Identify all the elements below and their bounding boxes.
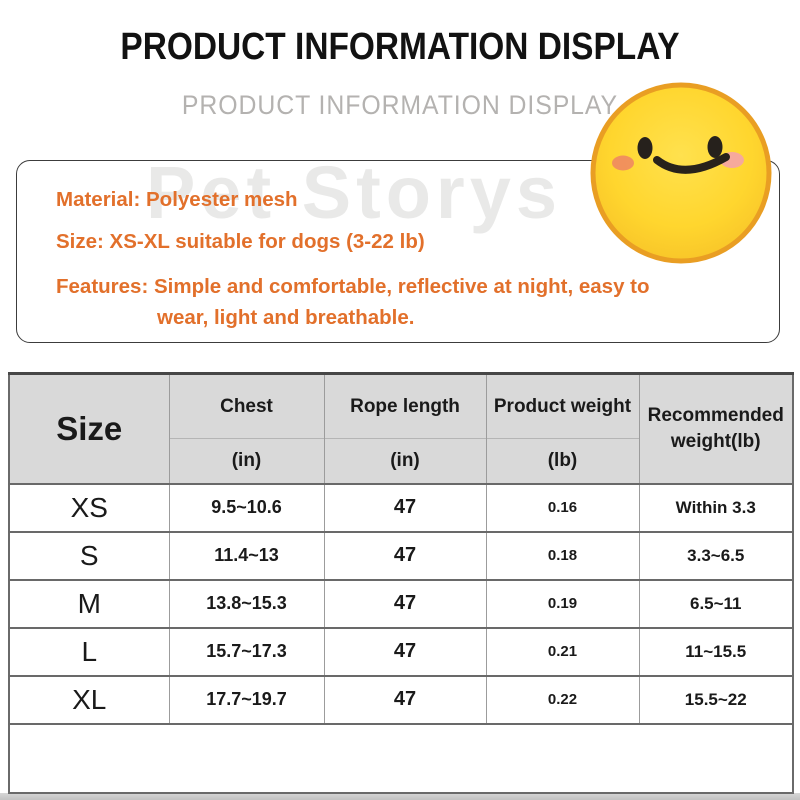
size-cell: XL <box>8 674 170 724</box>
col-header-product-weight: Product weight <box>485 373 640 439</box>
chest-cell: 13.8~15.3 <box>168 578 325 628</box>
col-header-rope-length: Rope length <box>323 373 487 439</box>
size-chart-table: Size Chest Rope length Product weight Re… <box>8 372 794 794</box>
unit-rope: (in) <box>323 438 487 484</box>
page-title: PRODUCT INFORMATION DISPLAY <box>120 26 680 68</box>
size-cell: L <box>8 626 170 676</box>
size-cell: XS <box>8 482 170 532</box>
product-weight-cell: 0.22 <box>485 674 640 724</box>
chest-cell: 15.7~17.3 <box>168 626 325 676</box>
size-table-header: Size Chest Rope length Product weight Re… <box>8 373 794 484</box>
size-table-body: XS 9.5~10.6 47 0.16 Within 3.3 S 11.4~13… <box>8 482 794 724</box>
header-row-units: (in) (in) (lb) <box>9 438 793 484</box>
size-cell: M <box>8 578 170 628</box>
recommended-weight-cell: 15.5~22 <box>638 674 794 724</box>
recommended-weight-cell: 11~15.5 <box>638 626 794 676</box>
smiley-face-icon <box>590 82 772 264</box>
features-text-line1: Features: Simple and comfortable, reflec… <box>56 275 650 298</box>
empty-bottom-row <box>8 722 794 793</box>
size-cell: S <box>8 530 170 580</box>
col-header-size: Size <box>8 373 170 484</box>
chest-cell: 17.7~19.7 <box>168 674 325 724</box>
features-text-line2: wear, light and breathable. <box>157 306 415 329</box>
product-weight-cell: 0.19 <box>485 578 640 628</box>
rope-length-cell: 47 <box>323 626 487 676</box>
col-header-recommended-weight: Recommended weight(lb) <box>638 373 794 484</box>
product-weight-cell: 0.21 <box>485 626 640 676</box>
size-line: Size: XS-XL suitable for dogs (3-22 lb) <box>56 230 425 253</box>
rope-length-cell: 47 <box>323 578 487 628</box>
chest-cell: 11.4~13 <box>168 530 325 580</box>
recommended-weight-cell: Within 3.3 <box>638 482 794 532</box>
material-line: Material: Polyester mesh <box>56 188 298 211</box>
product-weight-cell: 0.18 <box>485 530 640 580</box>
recommended-weight-cell: 3.3~6.5 <box>638 530 794 580</box>
header-row-main: Size Chest Rope length Product weight Re… <box>8 373 794 484</box>
size-table-footer <box>8 722 794 793</box>
table-row: M 13.8~15.3 47 0.19 6.5~11 <box>8 578 794 628</box>
recommended-header-line2: weight(lb) <box>670 430 761 452</box>
rope-length-cell: 47 <box>323 674 487 724</box>
rope-length-cell: 47 <box>323 530 487 580</box>
unit-chest: (in) <box>168 438 325 484</box>
table-row: XL 17.7~19.7 47 0.22 15.5~22 <box>8 674 794 724</box>
brand-watermark: Pet Storys <box>146 151 563 234</box>
unit-weight: (lb) <box>485 438 640 484</box>
rope-length-cell: 47 <box>323 482 487 532</box>
table-row: L 15.7~17.3 47 0.21 11~15.5 <box>8 626 794 676</box>
features-line: Features: Simple and comfortable, reflec… <box>56 271 759 333</box>
empty-bottom-cell <box>8 722 794 793</box>
page-subtitle: PRODUCT INFORMATION DISPLAY <box>181 90 619 120</box>
table-row: S 11.4~13 47 0.18 3.3~6.5 <box>8 530 794 580</box>
chest-cell: 9.5~10.6 <box>168 482 325 532</box>
table-row: XS 9.5~10.6 47 0.16 Within 3.3 <box>8 482 794 532</box>
product-info-box: Material: Polyester mesh Size: XS-XL sui… <box>16 160 780 343</box>
recommended-weight-cell: 6.5~11 <box>638 578 794 628</box>
bottom-edge-strip <box>0 793 800 800</box>
recommended-header-line1: Recommended <box>647 405 784 427</box>
product-weight-cell: 0.16 <box>485 482 640 532</box>
col-header-chest: Chest <box>168 373 325 439</box>
